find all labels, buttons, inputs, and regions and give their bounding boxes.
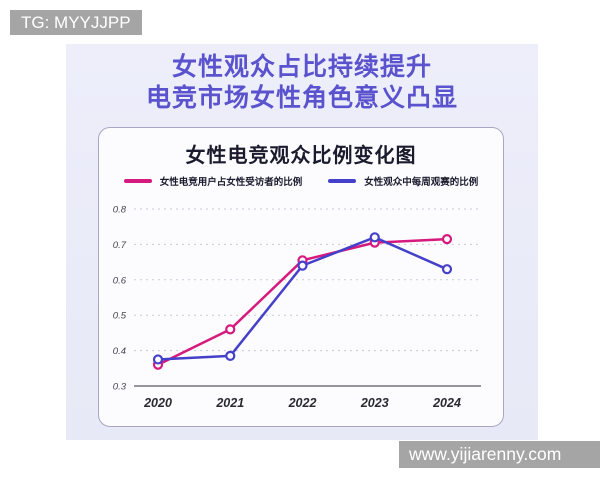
data-point-marker-1	[225, 350, 236, 362]
page-title-line1: 女性观众占比持续提升	[171, 53, 432, 81]
tg-badge-label: TG: MYYJJPP	[21, 13, 131, 32]
legend-item-pink: 女性电竞用户占女性受访者的比例	[123, 174, 303, 188]
y-tick-label: 0.6	[113, 275, 127, 286]
watermark-label: www.yijiarenny.com	[409, 444, 562, 464]
chart-legend: 女性电竞用户占女性受访者的比例 女性观众中每周观赛的比例	[99, 174, 503, 188]
legend-swatch-blue	[328, 179, 357, 183]
legend-swatch-pink	[123, 179, 152, 183]
poster-panel: 女性观众占比持续提升 电竞市场女性角色意义凸显 女性电竞观众比例变化图 女性电竞…	[66, 44, 538, 440]
page-title: 女性观众占比持续提升 电竞市场女性角色意义凸显	[66, 52, 538, 114]
data-point-marker-1	[152, 354, 164, 365]
chart-title: 女性电竞观众比例变化图	[185, 145, 417, 167]
y-tick-label: 0.3	[113, 382, 127, 393]
y-tick-label: 0.7	[113, 240, 127, 251]
page-title-line2: 电竞市场女性角色意义凸显	[145, 84, 458, 112]
legend-label: 女性电竞用户占女性受访者的比例	[159, 177, 303, 188]
x-tick-label: 2020	[143, 396, 172, 410]
data-point-marker-1	[369, 232, 380, 243]
data-point-marker-0	[441, 233, 453, 245]
x-tick-label: 2024	[432, 396, 461, 410]
data-point-marker-0	[225, 324, 236, 335]
y-tick-label: 0.4	[113, 346, 126, 357]
tg-badge: TG: MYYJJPP	[10, 10, 142, 35]
x-tick-label: 2022	[288, 396, 317, 410]
data-point-marker-1	[441, 264, 453, 275]
line-chart: 0.3 0.4 0.5 0.6 0.7 0.8 2020 2021 2022 2023 2024	[113, 205, 481, 410]
watermark-badge: www.yijiarenny.com	[399, 441, 600, 468]
y-tick-label: 0.8	[113, 205, 127, 216]
chart-card: 女性电竞观众比例变化图 女性电竞用户占女性受访者的比例 女性观众中每周观赛的比例…	[98, 127, 504, 427]
y-tick-label: 0.5	[113, 311, 127, 322]
x-tick-label: 2021	[215, 396, 244, 410]
legend-item-blue: 女性观众中每周观赛的比例	[328, 174, 478, 188]
legend-label: 女性观众中每周观赛的比例	[364, 177, 479, 188]
data-point-marker-1	[297, 260, 308, 271]
x-tick-label: 2023	[360, 396, 389, 410]
